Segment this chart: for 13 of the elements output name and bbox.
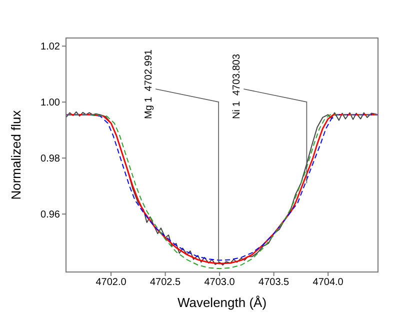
annotation: Mg 1 4702.991: [144, 49, 155, 119]
y-tick-label: 0.98: [40, 154, 60, 165]
x-tick-label: 4703.0: [204, 277, 236, 288]
y-axis-title: Normalized flux: [8, 110, 24, 200]
y-tick-label: 1.00: [40, 98, 60, 109]
x-axis-title: Wavelength (Å): [177, 295, 267, 310]
y-tick-label: 1.02: [40, 42, 60, 53]
y-tick-label: 0.96: [40, 210, 60, 221]
annotation: Ni 1 4703.803: [232, 54, 243, 119]
x-tick-label: 4702.0: [96, 277, 127, 288]
x-tick-label: 4703.5: [258, 277, 290, 288]
x-tick-label: 4704.0: [312, 277, 344, 288]
x-tick-label: 4702.5: [150, 277, 182, 288]
